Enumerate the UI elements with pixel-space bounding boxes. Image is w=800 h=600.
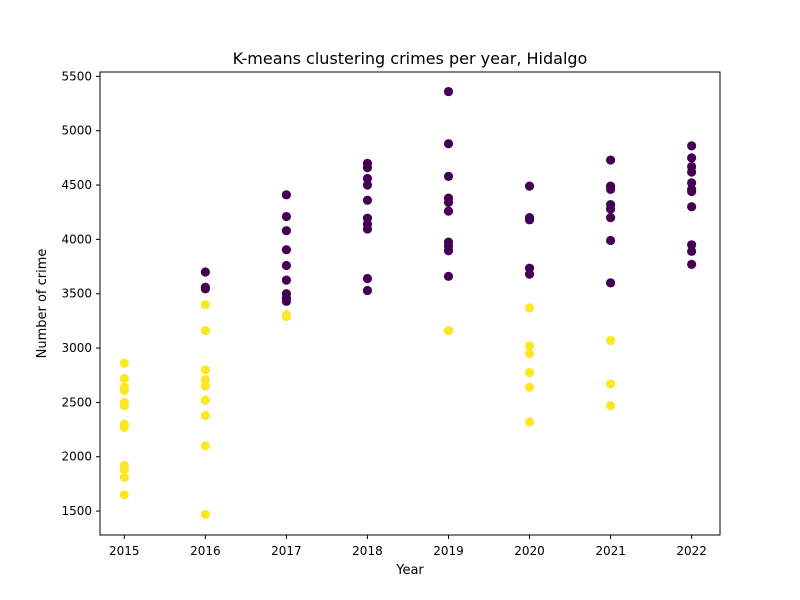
- x-tick-label: 2015: [109, 544, 140, 558]
- y-tick-label: 5000: [61, 124, 92, 138]
- chart-title: K-means clustering crimes per year, Hida…: [233, 49, 588, 68]
- data-point-high: [281, 296, 292, 306]
- y-tick-label: 2500: [61, 395, 92, 409]
- data-point-low: [200, 395, 210, 405]
- x-tick-label: 2017: [271, 544, 302, 558]
- data-point-high: [443, 206, 454, 216]
- data-point-high: [687, 153, 697, 163]
- data-point-high: [443, 139, 454, 149]
- x-tick-label: 2016: [190, 544, 221, 558]
- data-point-low: [524, 367, 535, 378]
- data-point-high: [362, 163, 373, 173]
- y-tick-label: 3000: [61, 341, 92, 355]
- data-point-high: [605, 235, 616, 246]
- data-point-high: [524, 215, 535, 225]
- data-point-high: [524, 269, 535, 279]
- data-point-high: [362, 285, 373, 296]
- data-point-low: [200, 509, 210, 519]
- data-point-low: [200, 365, 210, 375]
- data-point-low: [200, 326, 210, 336]
- x-tick-label: 2021: [595, 544, 626, 558]
- data-point-high: [605, 204, 616, 214]
- data-point-high: [281, 211, 292, 222]
- data-point-high: [443, 271, 454, 281]
- data-point-low: [200, 381, 210, 391]
- data-point-high: [362, 180, 373, 190]
- y-tick-label: 4000: [61, 232, 92, 246]
- data-point-high: [605, 213, 616, 223]
- data-point-low: [605, 379, 616, 389]
- y-tick-label: 2000: [61, 450, 92, 464]
- data-point-high: [687, 202, 697, 212]
- data-point-high: [362, 173, 373, 184]
- data-point-low: [281, 311, 292, 322]
- y-axis-label: Number of crime: [35, 249, 50, 359]
- x-tick-label: 2019: [433, 544, 464, 558]
- data-point-low: [200, 410, 210, 421]
- y-tick-label: 3500: [61, 287, 92, 301]
- data-point-high: [605, 155, 616, 165]
- data-point-low: [524, 382, 535, 392]
- data-point-high: [362, 195, 373, 205]
- plot-frame: [99, 71, 721, 536]
- data-point-low: [605, 335, 616, 346]
- data-point-high: [605, 278, 616, 288]
- data-point-high: [362, 224, 373, 234]
- y-tick-label: 4500: [61, 178, 92, 192]
- data-point-low: [524, 417, 535, 427]
- x-tick-label: 2022: [676, 544, 707, 558]
- data-point-high: [605, 184, 616, 194]
- data-point-low: [119, 490, 129, 500]
- data-point-high: [281, 226, 292, 236]
- data-point-low: [200, 374, 210, 385]
- data-point-high: [200, 267, 210, 277]
- data-point-low: [119, 373, 129, 384]
- data-point-low: [119, 385, 129, 396]
- data-point-low: [200, 441, 210, 451]
- data-point-low: [119, 465, 129, 475]
- data-point-high: [687, 141, 697, 151]
- data-points: [119, 86, 697, 519]
- data-point-high: [687, 186, 697, 197]
- data-point-high: [687, 259, 697, 269]
- data-point-low: [200, 299, 210, 310]
- x-tick-label: 2020: [514, 544, 545, 558]
- data-point-low: [119, 401, 129, 411]
- data-point-high: [281, 275, 292, 285]
- data-point-low: [119, 422, 129, 432]
- data-point-low: [524, 341, 535, 351]
- data-point-low: [605, 401, 616, 411]
- data-point-high: [443, 246, 454, 256]
- x-axis-label: Year: [395, 563, 424, 578]
- data-point-high: [687, 167, 697, 177]
- data-point-high: [281, 190, 292, 200]
- data-point-high: [524, 181, 535, 191]
- data-point-high: [687, 178, 697, 188]
- data-point-high: [443, 86, 454, 97]
- data-point-low: [119, 358, 129, 368]
- data-point-low: [443, 326, 454, 336]
- data-point-high: [362, 273, 373, 284]
- data-point-low: [524, 303, 535, 313]
- data-point-high: [443, 197, 454, 208]
- data-point-high: [687, 240, 697, 250]
- x-axis-ticks: 2015 2016 2017 2018 2019 2020 2021 2022: [109, 535, 707, 558]
- data-point-high: [443, 171, 454, 181]
- y-axis-ticks: 1500 2000 2500 3000 3500 4000 4500 5000 5500: [61, 69, 100, 518]
- y-tick-label: 1500: [61, 504, 92, 518]
- x-tick-label: 2018: [352, 544, 383, 558]
- y-tick-label: 5500: [61, 69, 92, 83]
- data-point-high: [281, 260, 292, 271]
- data-point-high: [200, 284, 210, 294]
- data-point-high: [281, 245, 292, 255]
- data-point-low: [119, 472, 129, 482]
- data-point-high: [687, 246, 697, 256]
- data-point-low: [524, 348, 535, 359]
